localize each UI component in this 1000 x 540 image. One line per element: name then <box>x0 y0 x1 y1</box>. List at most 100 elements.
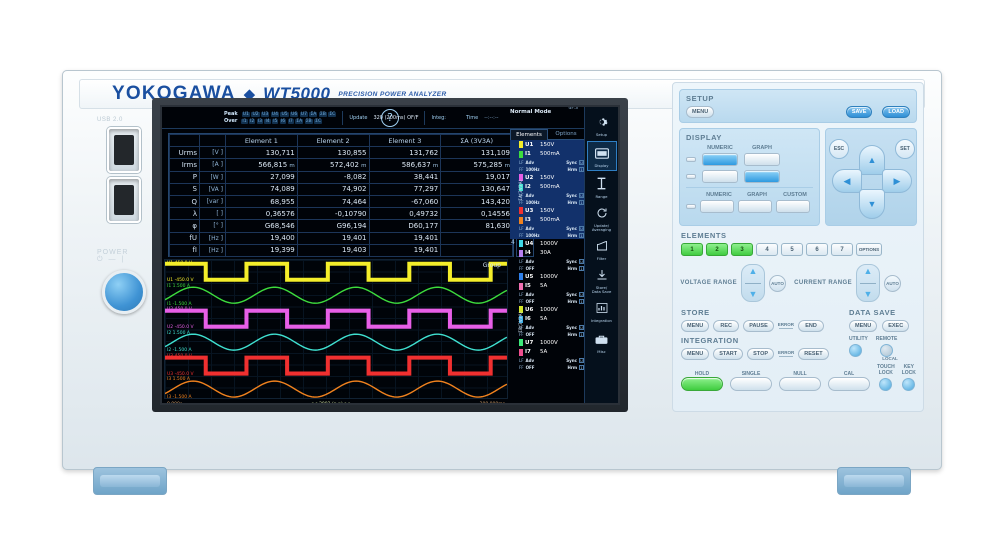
element-row-I7[interactable]: I7 5A <box>519 348 584 358</box>
hrm-box-icon[interactable]: 1 <box>579 200 584 205</box>
save-button[interactable]: SAVE <box>845 106 873 118</box>
current-auto-button[interactable]: AUTO <box>884 274 901 292</box>
table-row[interactable]: Urms [V ] 130,711 130,855 131,762 131,109 <box>169 146 513 160</box>
hrm-box-icon[interactable]: 1 <box>579 233 584 238</box>
current-range-up-icon[interactable]: ▲ <box>863 266 873 276</box>
voltage-range-down-icon[interactable]: ▼ <box>748 289 758 299</box>
table-row[interactable]: φ [° ] G68,546 G96,194 D60,177 81,630 <box>169 219 513 233</box>
store-rec-button[interactable]: REC <box>713 320 740 332</box>
display-graph-2[interactable] <box>744 170 780 183</box>
element-row-I6[interactable]: I6 5A <box>519 315 584 325</box>
nav-down-icon[interactable]: ▼ <box>859 189 885 219</box>
element-row-U4[interactable]: U4 1000V <box>519 239 584 249</box>
lcd-screen[interactable]: Peak U1 U2 U3 U4 U5 U6 U7 ΣA ΣB ΣC Over I1 I2 I3 I4 I… <box>160 105 620 405</box>
element-options-button[interactable]: OPTIONS <box>856 243 882 256</box>
power-button[interactable] <box>102 270 146 314</box>
waveform-area[interactable]: U1 450.0 V U1 -450.0 V I1 1.500 A I1 -1.500… <box>164 259 508 400</box>
sync-box-icon[interactable]: U <box>579 226 584 231</box>
set-button[interactable]: SET <box>895 139 915 159</box>
usb-port-2[interactable] <box>107 177 141 223</box>
element-button-4[interactable]: 4 <box>756 243 778 256</box>
hrm-box-icon[interactable]: 1 <box>579 365 584 370</box>
control-panel[interactable]: SETUP MENU SAVE LOAD DISPLAY NUMERIC GRA… <box>672 82 924 412</box>
element-row-U2[interactable]: U2 150V <box>519 173 584 183</box>
voltage-auto-button[interactable]: AUTO <box>769 274 786 292</box>
single-button[interactable] <box>730 377 772 392</box>
current-range-stepper[interactable]: ▲ ▼ <box>856 264 880 302</box>
elements-groups[interactable]: ΣA(3V3A) U1 150V I1 500mA LF Adv Sync U FF 100Hz… <box>510 140 584 371</box>
key-lock-button[interactable] <box>902 378 916 392</box>
null-button[interactable] <box>779 377 821 392</box>
display-graph-1[interactable] <box>744 153 780 166</box>
display-custom-3[interactable] <box>776 200 810 213</box>
softkey-bar[interactable]: Setup Display Range Update/Averaging Filter S… <box>584 107 618 403</box>
softkey-filter[interactable]: Filter <box>587 234 617 264</box>
softkey-integ[interactable]: Integration <box>587 296 617 326</box>
load-button[interactable]: LOAD <box>882 106 910 118</box>
setup-menu-button[interactable]: MENU <box>686 106 715 118</box>
table-row[interactable]: Irms [A ] 566,815 m 572,402 m 586,637 m 575,2… <box>169 158 513 172</box>
current-range-down-icon[interactable]: ▼ <box>863 289 873 299</box>
hrm-box-icon[interactable]: 1 <box>579 266 584 271</box>
element-row-U5[interactable]: U5 1000V <box>519 272 584 282</box>
element-tab-options[interactable]: Options <box>548 129 584 140</box>
element-group[interactable]: 4 U4 1000V I4 30A LF Adv Sync U FF OFF Hrm 1 <box>510 239 584 272</box>
hrm-box-icon[interactable]: 1 <box>579 332 584 337</box>
store-menu-button[interactable]: MENU <box>681 320 710 332</box>
element-row-U1[interactable]: U1 150V <box>519 140 584 150</box>
nav-right-icon[interactable]: ▶ <box>882 169 912 193</box>
table-row[interactable]: λ[ ] 0,36576 -0,10790 0,49732 0,14556 <box>169 207 513 221</box>
display-numeric-2[interactable] <box>702 170 738 183</box>
esc-button[interactable]: ESC <box>829 139 849 159</box>
store-pause-button[interactable]: PAUSE <box>743 320 774 332</box>
display-numeric-1[interactable] <box>702 153 738 166</box>
usb-port-1[interactable] <box>107 127 141 173</box>
element-button-3[interactable]: 3 <box>731 243 753 256</box>
element-row-U6[interactable]: U6 1000V <box>519 305 584 315</box>
element-row-I3[interactable]: I3 500mA <box>519 216 584 226</box>
elements-panel[interactable]: Elements Options ΣA(3V3A) U1 150V I1 500mA LF … <box>510 129 584 401</box>
elements-tabs[interactable]: Elements Options <box>510 129 584 140</box>
store-end-button[interactable]: END <box>798 320 825 332</box>
data-save-menu-button[interactable]: MENU <box>849 320 878 332</box>
integration-reset-button[interactable]: RESET <box>798 348 829 360</box>
element-group[interactable]: ΣB(3V3A) U5 1000V I5 5A LF Adv Sync U FF OFF Hrm 1… <box>510 272 584 371</box>
remote-button[interactable] <box>880 343 893 357</box>
element-row-U3[interactable]: U3 150V <box>519 206 584 216</box>
hrm-box-icon[interactable]: 1 <box>579 167 584 172</box>
navigation-pad[interactable]: ESC SET ▲ ◀ ▶ ▼ <box>825 128 917 226</box>
data-save-exec-button[interactable]: EXEC <box>882 320 910 332</box>
utility-button[interactable] <box>849 343 862 357</box>
help-icon[interactable]: ? <box>381 109 399 127</box>
element-tab-elements[interactable]: Elements <box>510 129 548 140</box>
element-button-2[interactable]: 2 <box>706 243 728 256</box>
integration-menu-button[interactable]: MENU <box>681 348 710 360</box>
table-row[interactable]: fI [Hz ] 19,399 19,403 19,401 <box>169 243 513 257</box>
nav-left-icon[interactable]: ◀ <box>832 169 862 193</box>
sync-box-icon[interactable]: U <box>579 358 584 363</box>
softkey-update[interactable]: Update/Averaging <box>587 203 617 233</box>
element-button-6[interactable]: 6 <box>806 243 828 256</box>
display-numeric-3[interactable] <box>700 200 734 213</box>
touch-lock-button[interactable] <box>879 378 893 392</box>
softkey-store[interactable]: Store/Data Save <box>587 265 617 295</box>
sync-box-icon[interactable]: U <box>579 193 584 198</box>
sync-box-icon[interactable]: U <box>579 325 584 330</box>
element-row-U7[interactable]: U7 1000V <box>519 338 584 348</box>
softkey-display[interactable]: Display <box>586 141 617 171</box>
integration-stop-button[interactable]: STOP <box>747 348 775 360</box>
elements-button-row[interactable]: 1 2 3 4 5 6 7 OPTIONS <box>681 243 915 256</box>
element-row-I5[interactable]: I5 5A <box>519 282 584 292</box>
softkey-misc[interactable]: Misc <box>587 327 617 357</box>
table-row[interactable]: fU [Hz ] 19,400 19,401 19,401 <box>169 231 513 245</box>
element-row-I1[interactable]: I1 500mA <box>519 150 584 160</box>
element-button-7[interactable]: 7 <box>831 243 853 256</box>
element-row-I2[interactable]: I2 500mA <box>519 183 584 193</box>
voltage-range-up-icon[interactable]: ▲ <box>748 266 758 276</box>
table-row[interactable]: Q [var ] 68,955 74,464 -67,060 143,420 <box>169 194 513 209</box>
element-group[interactable]: ΣA(3V3A) U1 150V I1 500mA LF Adv Sync U FF 100Hz… <box>510 140 584 239</box>
display-graph-3[interactable] <box>738 200 772 213</box>
element-button-5[interactable]: 5 <box>781 243 803 256</box>
integration-start-button[interactable]: START <box>713 348 744 360</box>
nav-up-icon[interactable]: ▲ <box>859 145 885 175</box>
